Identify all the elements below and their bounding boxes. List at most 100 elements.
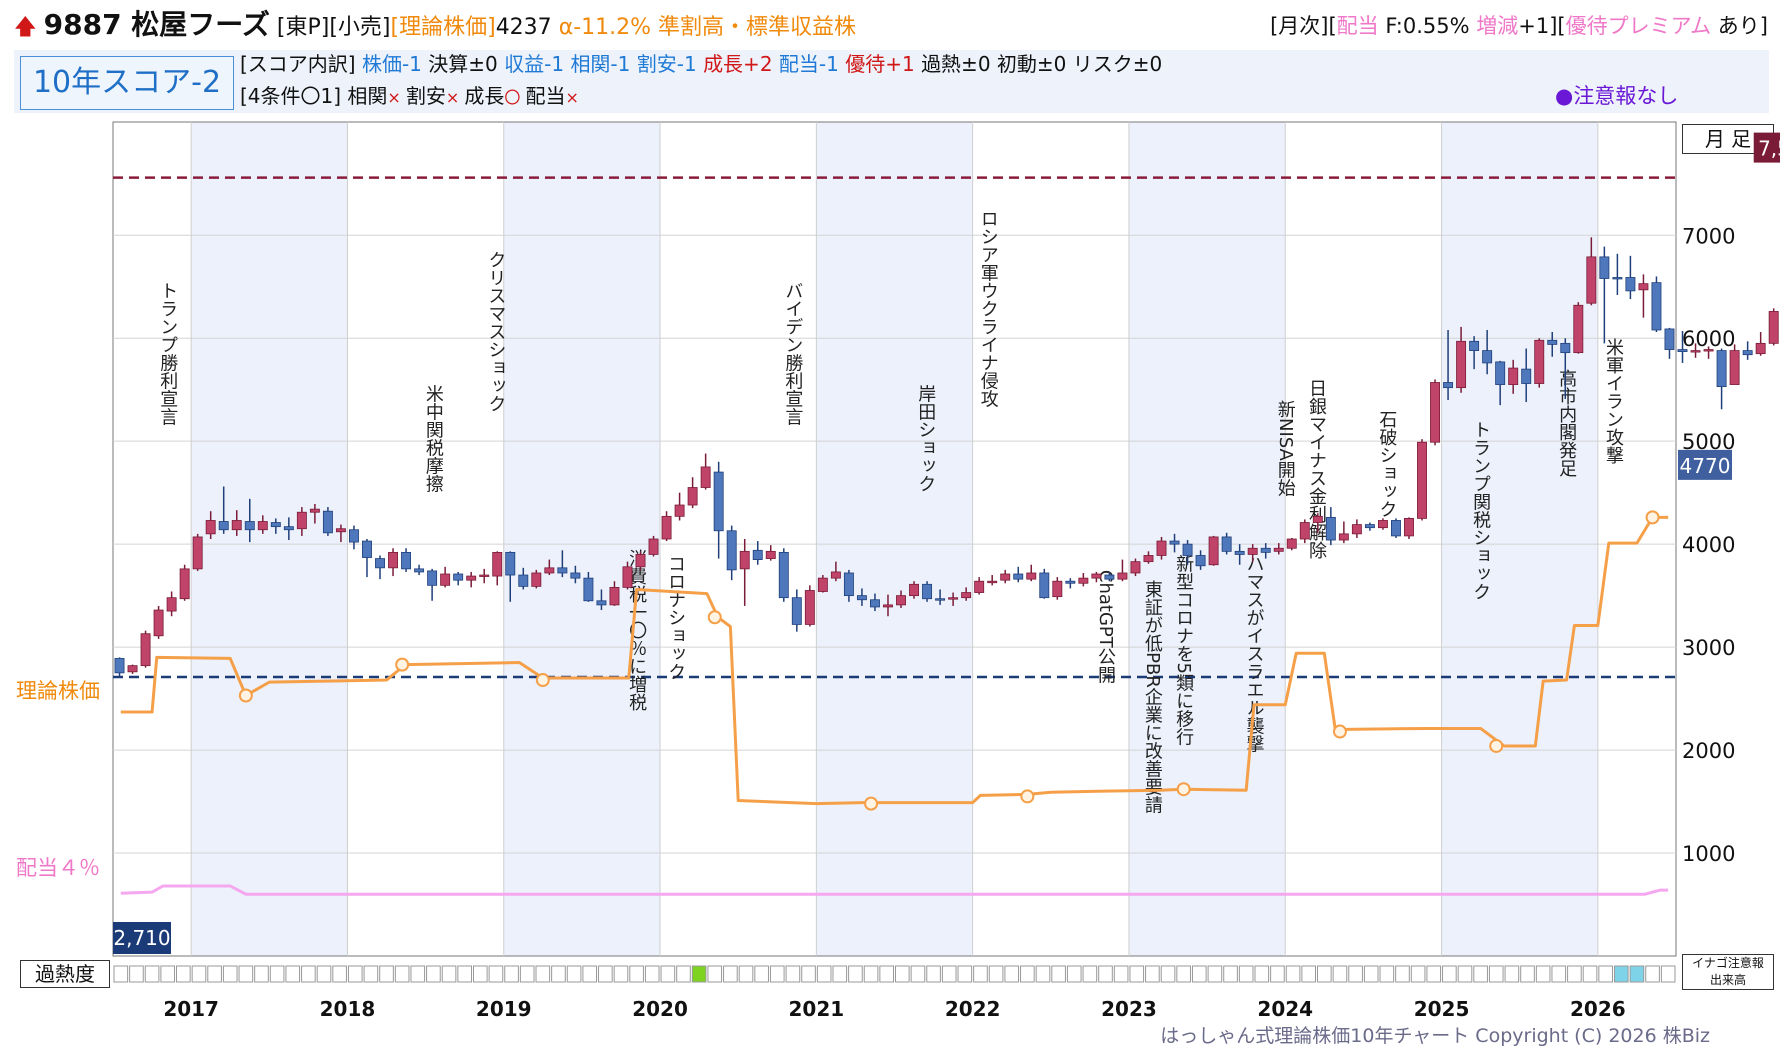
candle-body	[635, 554, 646, 568]
overheat-cell	[723, 965, 738, 983]
event-annotation: 新型コロナを5類に移行	[1173, 554, 1194, 746]
candle-body	[231, 520, 242, 531]
candle-body	[739, 550, 750, 570]
theory-marker	[1489, 738, 1504, 753]
candle-body	[752, 549, 763, 560]
theory-value: 4237	[495, 15, 552, 40]
overheat-cell	[1426, 965, 1442, 983]
overheat-cell	[1035, 965, 1051, 983]
overheat-cell	[394, 965, 410, 983]
overheat-cell	[1317, 965, 1332, 983]
caution-status: ●注意報なし	[1555, 84, 1679, 108]
overheat-cell	[1145, 965, 1160, 983]
theory-label: [理論株価]	[390, 15, 496, 40]
candle-body	[961, 592, 972, 599]
overheat-cell	[1535, 965, 1551, 983]
year-band	[191, 122, 348, 956]
overheat-cell	[285, 965, 301, 983]
overheat-cell	[1488, 965, 1504, 983]
candle-body	[427, 570, 438, 586]
candle-body	[765, 550, 776, 559]
overheat-cell	[676, 965, 691, 983]
overheat-cell	[988, 965, 1004, 983]
overheat-cell	[222, 965, 238, 983]
score-badge: 10年スコア-2	[20, 56, 234, 110]
candle-body	[179, 568, 190, 600]
candle-body	[492, 551, 503, 577]
candle-body	[1234, 550, 1245, 555]
overheat-cell	[1348, 965, 1363, 983]
overheat-cell	[1504, 965, 1520, 983]
overheat-cell	[941, 965, 957, 983]
market-tag: [東P][小売]	[276, 15, 391, 40]
candle-body	[1117, 572, 1128, 580]
candle-body	[1351, 524, 1362, 535]
overheat-cell	[832, 965, 848, 983]
candle-body	[1299, 522, 1310, 540]
overheat-cell	[379, 965, 394, 983]
overheat-cell	[144, 965, 160, 983]
candle-body	[1599, 256, 1610, 279]
candle-body	[791, 597, 802, 625]
candle-body	[622, 566, 633, 588]
candle-body	[1156, 540, 1167, 556]
overheat-cell	[1582, 965, 1598, 983]
candle-body	[335, 528, 346, 533]
overheat-cell	[1410, 965, 1426, 983]
candle-body	[309, 508, 320, 513]
overheat-cell	[504, 965, 519, 983]
candle-body	[583, 577, 594, 602]
overheat-cell	[176, 965, 191, 983]
overheat-cell	[707, 965, 723, 983]
overheat-cell	[1223, 965, 1238, 983]
x-tick-label: 2023	[1101, 997, 1157, 1021]
overheat-cell	[895, 965, 910, 983]
score-item: 割安-1	[636, 52, 704, 76]
monthly-prefix: [月次][	[1270, 14, 1337, 38]
overheat-cell	[441, 965, 457, 983]
candle-body	[544, 567, 555, 574]
candle-body	[1430, 382, 1440, 443]
overheat-cell	[973, 965, 988, 983]
theory-marker	[535, 673, 550, 688]
overheat-cell	[113, 965, 129, 983]
candle-body	[1729, 350, 1740, 385]
candle-body	[218, 521, 229, 531]
candle-body	[1651, 282, 1662, 331]
theory-marker	[1020, 789, 1035, 804]
benefit-value: あり]	[1711, 14, 1768, 38]
year-band	[1128, 122, 1286, 956]
overheat-cell	[1645, 965, 1660, 983]
overheat-cell	[566, 965, 582, 983]
y-tick-label: 3000	[1682, 636, 1735, 660]
score-item: 初動±0	[996, 52, 1073, 76]
overheat-cell	[629, 965, 644, 983]
candle-body	[440, 573, 451, 586]
candle-body	[661, 515, 672, 540]
candle-body	[674, 504, 685, 517]
candle-body	[1377, 520, 1388, 529]
candle-body	[257, 521, 268, 531]
overheat-cell	[1207, 965, 1223, 983]
copyright-footer: はっしゃん式理論株価10年チャート Copyright (C) 2026 株Bi…	[1160, 1025, 1710, 1047]
candle-body	[453, 573, 464, 581]
overheat-cell	[863, 965, 879, 983]
candle-body	[1221, 536, 1232, 552]
up-arrow-icon: 🡅	[14, 15, 37, 40]
x-tick-label: 2024	[1257, 997, 1313, 1021]
event-annotation: 高市内閣発足	[1556, 369, 1577, 477]
overheat-cell	[1082, 965, 1098, 983]
event-annotation: 米軍イラン攻撃	[1603, 338, 1624, 464]
candle-body	[1130, 561, 1141, 574]
event-annotation: トランプ勝利宣言	[157, 282, 178, 426]
min-price-badge	[113, 922, 171, 954]
condition-mark: 〇	[504, 88, 526, 107]
candle-body	[896, 595, 906, 606]
x-tick-label: 2020	[632, 997, 688, 1021]
candle-body	[1039, 572, 1050, 599]
candle-body	[1573, 304, 1584, 354]
condition-name: 成長	[464, 84, 505, 108]
event-annotation: ハマスがイスラエル襲撃	[1243, 554, 1264, 752]
condition-name: 配当	[525, 84, 566, 108]
candle-body	[974, 580, 985, 593]
